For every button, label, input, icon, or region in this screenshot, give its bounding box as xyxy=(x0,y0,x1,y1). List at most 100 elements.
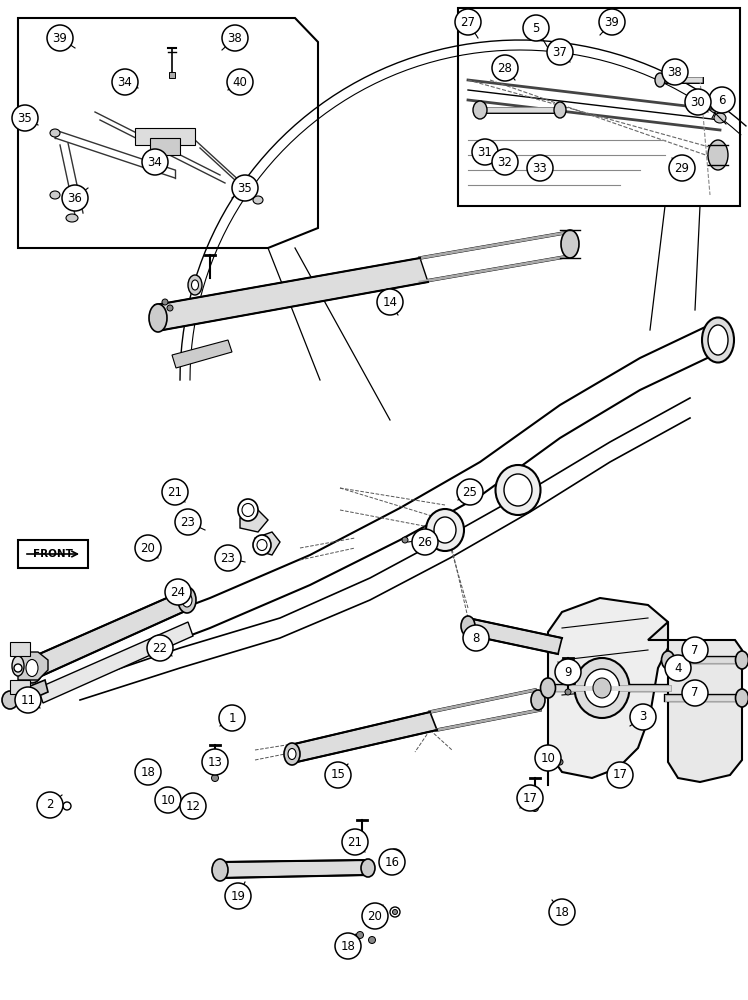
Ellipse shape xyxy=(574,658,630,718)
Text: 28: 28 xyxy=(497,62,512,75)
Polygon shape xyxy=(155,258,428,330)
Ellipse shape xyxy=(212,774,218,782)
Ellipse shape xyxy=(554,102,566,118)
Text: 15: 15 xyxy=(331,768,346,782)
Ellipse shape xyxy=(66,214,78,222)
Text: 29: 29 xyxy=(675,161,690,174)
Ellipse shape xyxy=(162,299,168,305)
Ellipse shape xyxy=(593,678,611,698)
Text: 21: 21 xyxy=(168,486,183,498)
Ellipse shape xyxy=(2,691,18,709)
Circle shape xyxy=(15,687,41,713)
Polygon shape xyxy=(220,860,368,878)
Ellipse shape xyxy=(402,537,408,543)
Text: 40: 40 xyxy=(233,76,248,89)
Circle shape xyxy=(457,479,483,505)
Ellipse shape xyxy=(387,849,403,867)
Circle shape xyxy=(165,579,191,605)
Ellipse shape xyxy=(21,653,43,683)
Circle shape xyxy=(527,155,553,181)
Ellipse shape xyxy=(47,795,57,805)
Ellipse shape xyxy=(182,593,192,607)
Ellipse shape xyxy=(257,540,267,550)
Text: 3: 3 xyxy=(640,710,647,724)
Text: 23: 23 xyxy=(180,516,195,528)
Text: 20: 20 xyxy=(367,910,382,922)
Circle shape xyxy=(709,87,735,113)
Ellipse shape xyxy=(584,669,619,707)
Polygon shape xyxy=(255,532,280,555)
Ellipse shape xyxy=(393,910,397,914)
Ellipse shape xyxy=(191,800,195,804)
Text: 35: 35 xyxy=(18,111,32,124)
Circle shape xyxy=(222,25,248,51)
Ellipse shape xyxy=(565,689,571,695)
Ellipse shape xyxy=(50,129,60,137)
Ellipse shape xyxy=(284,743,300,765)
Text: 25: 25 xyxy=(462,486,477,498)
Circle shape xyxy=(472,139,498,165)
Text: 6: 6 xyxy=(718,94,726,106)
Ellipse shape xyxy=(390,907,400,917)
Circle shape xyxy=(492,55,518,81)
Ellipse shape xyxy=(434,517,456,543)
Ellipse shape xyxy=(14,664,22,672)
Text: 38: 38 xyxy=(668,66,682,79)
Ellipse shape xyxy=(357,932,364,938)
Text: 23: 23 xyxy=(221,552,236,564)
Ellipse shape xyxy=(544,751,552,759)
Circle shape xyxy=(523,15,549,41)
Circle shape xyxy=(232,175,258,201)
Circle shape xyxy=(682,680,708,706)
Circle shape xyxy=(555,659,581,685)
Circle shape xyxy=(135,759,161,785)
Circle shape xyxy=(599,9,625,35)
Text: 21: 21 xyxy=(348,836,363,848)
Text: 18: 18 xyxy=(340,940,355,952)
Ellipse shape xyxy=(531,690,545,710)
Bar xyxy=(458,8,740,206)
Polygon shape xyxy=(169,72,175,78)
Circle shape xyxy=(162,479,188,505)
Ellipse shape xyxy=(242,504,254,516)
Ellipse shape xyxy=(253,535,271,555)
Ellipse shape xyxy=(735,651,748,669)
Circle shape xyxy=(455,9,481,35)
Circle shape xyxy=(180,793,206,819)
Ellipse shape xyxy=(557,759,563,765)
Circle shape xyxy=(547,39,573,65)
Circle shape xyxy=(535,745,561,771)
Circle shape xyxy=(412,529,438,555)
Ellipse shape xyxy=(473,101,487,119)
Text: 34: 34 xyxy=(147,155,162,168)
Circle shape xyxy=(215,545,241,571)
Circle shape xyxy=(227,69,253,95)
Ellipse shape xyxy=(188,275,202,295)
Text: 4: 4 xyxy=(674,662,681,674)
Text: 39: 39 xyxy=(52,31,67,44)
Polygon shape xyxy=(38,622,193,703)
Ellipse shape xyxy=(391,854,399,862)
Circle shape xyxy=(463,625,489,651)
Ellipse shape xyxy=(63,802,71,810)
Polygon shape xyxy=(18,652,48,680)
Circle shape xyxy=(379,849,405,875)
Ellipse shape xyxy=(655,73,665,87)
Text: 37: 37 xyxy=(553,45,568,58)
Circle shape xyxy=(335,933,361,959)
Text: 35: 35 xyxy=(238,182,252,194)
Ellipse shape xyxy=(661,651,675,669)
Ellipse shape xyxy=(50,191,60,199)
Circle shape xyxy=(669,155,695,181)
Text: 38: 38 xyxy=(227,31,242,44)
Circle shape xyxy=(342,829,368,855)
Ellipse shape xyxy=(461,616,475,636)
Circle shape xyxy=(135,535,161,561)
Text: 27: 27 xyxy=(461,15,476,28)
Ellipse shape xyxy=(26,660,38,676)
Circle shape xyxy=(142,149,168,175)
Circle shape xyxy=(662,59,688,85)
Circle shape xyxy=(517,785,543,811)
Ellipse shape xyxy=(361,859,375,877)
Ellipse shape xyxy=(412,542,417,548)
